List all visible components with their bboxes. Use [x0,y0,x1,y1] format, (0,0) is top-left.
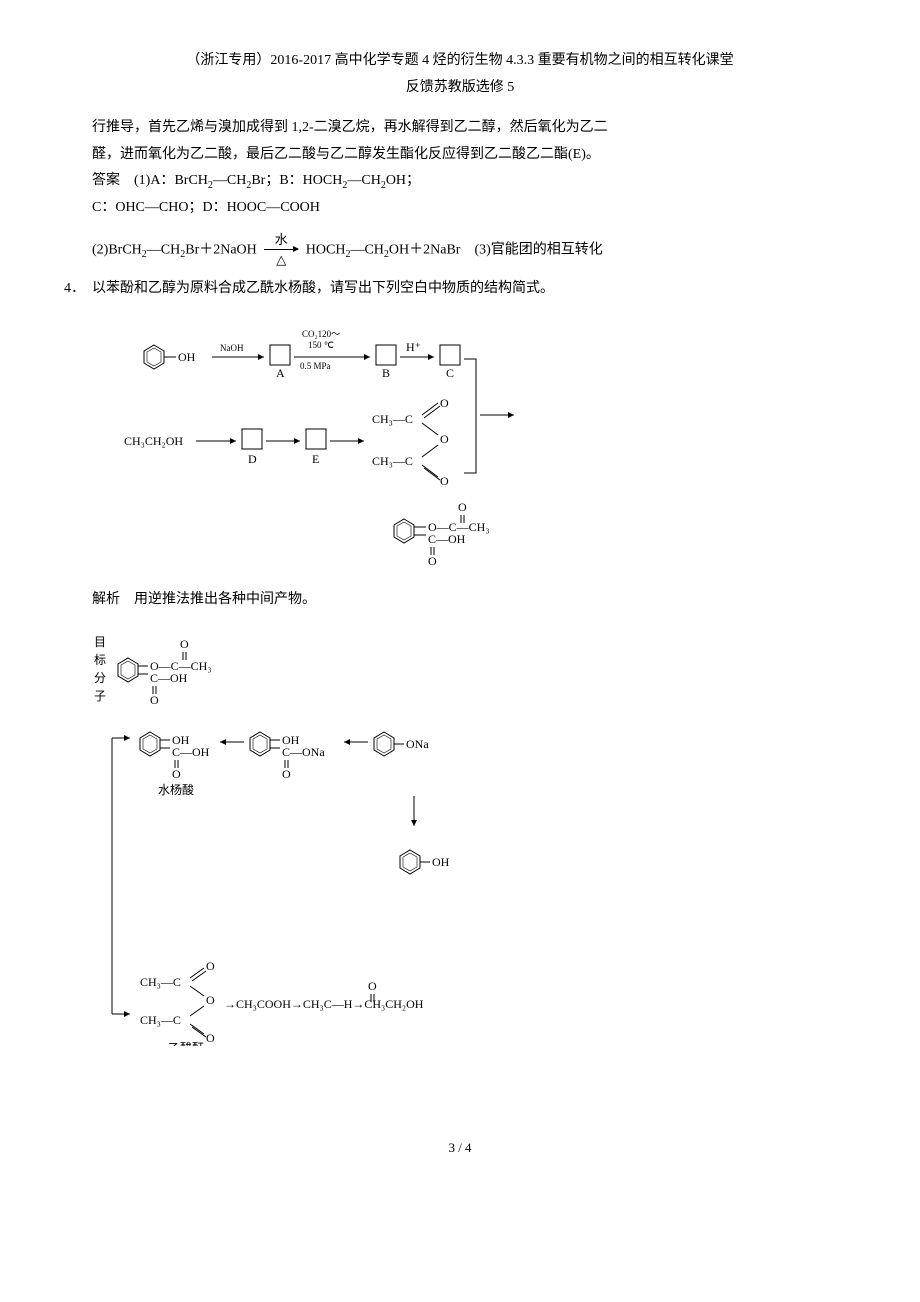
svg-text:CH₃—C: CH₃—C [140,975,181,989]
question-4: 4．以苯酚和乙醇为原料合成乙酰水杨酸，请写出下列空白中物质的结构简式。 [64,276,856,303]
svg-text:OH: OH [178,350,196,364]
svg-text:标: 标 [94,653,106,667]
q4-number: 4． [64,276,92,303]
svg-text:O: O [180,637,189,651]
svg-text:B: B [382,366,390,380]
svg-text:CH₃—C: CH₃—C [372,454,413,468]
reaction-arrow: 水 △ [264,232,298,268]
svg-text:H⁺: H⁺ [406,340,421,354]
svg-text:CO₂120～: CO₂120～ [302,329,340,339]
svg-text:CH₃—C: CH₃—C [372,412,413,426]
arrow-top: 水 [264,232,298,248]
ans-a-2: —CH [213,173,246,188]
synthesis-diagram-1: OH NaOH A CO₂120～ 150 ℃ 0.5 MPa B H⁺ C C… [124,315,856,576]
svg-text:D: D [248,452,257,466]
svg-text:O: O [440,396,449,410]
svg-text:O: O [458,500,467,514]
svg-text:CH₃CH₂OH: CH₃CH₂OH [124,434,183,448]
svg-text:分: 分 [94,671,106,685]
svg-text:OH: OH [432,855,450,869]
svg-text:ONa: ONa [406,737,429,751]
arrow-bot: △ [264,252,298,268]
svg-text:O: O [206,959,215,973]
svg-text:NaOH: NaOH [220,343,244,353]
svg-text:C: C [446,366,454,380]
ans-a-5: OH； [386,173,420,188]
eq2-after2: —CH [350,242,383,257]
svg-text:目: 目 [94,635,106,649]
q4-text: 以苯酚和乙醇为原料合成乙酰水杨酸，请写出下列空白中物质的结构简式。 [92,281,554,296]
eq2-mid2: Br＋2NaOH [185,242,257,257]
svg-text:C—OH: C—OH [428,532,466,546]
header-line-2: 反馈苏教版选修 5 [406,80,515,95]
svg-text:O: O [440,432,449,446]
analysis-label: 解析 用逆推法推出各种中间产物。 [92,587,856,614]
svg-text:O: O [206,993,215,1007]
svg-text:子: 子 [94,689,106,703]
svg-text:O: O [368,979,377,993]
svg-text:乙酸酐: 乙酸酐 [168,1040,204,1046]
svg-text:C—OH: C—OH [172,745,210,759]
page-header: （浙江专用）2016-2017 高中化学专题 4 烃的衍生物 4.3.3 重要有… [64,48,856,101]
svg-text:150 ℃: 150 ℃ [308,340,334,350]
svg-text:A: A [276,366,285,380]
eq2-mid1: —CH [147,242,180,257]
eq2-after1: HOCH [306,242,346,257]
ans-a-4: —CH [347,173,380,188]
eq2-prefix: (2)BrCH [92,242,142,257]
paragraph-1: 行推导，首先乙烯与溴加成得到 1,2-二溴乙烷，再水解得到乙二醇，然后氧化为乙二 [92,115,856,142]
ans-a-3: Br；B：HOCH [251,173,342,188]
equation-2-line: (2)BrCH2—CH2Br＋2NaOH 水 △ HOCH2—CH2OH＋2Na… [92,232,856,268]
svg-text:O: O [206,1031,215,1045]
svg-text:O: O [428,554,437,565]
retrosynthesis-diagram: 目 标 分 子 O O—C—CH₃ C—OH O OH C—OH O 水杨酸 [94,626,856,1057]
svg-text:水杨酸: 水杨酸 [158,782,194,797]
page-footer: 3 / 4 [64,1136,856,1161]
answer-line-1: 答案 (1)A：BrCH2—CH2Br；B：HOCH2—CH2OH； [92,168,856,195]
svg-text:C—OH: C—OH [150,671,188,685]
svg-text:→CH₃COOH→CH₃C—H→CH₃CH₂OH: →CH₃COOH→CH₃C—H→CH₃CH₂OH [224,997,424,1011]
svg-text:O: O [440,474,449,488]
svg-text:O: O [282,767,291,781]
svg-text:CH₃—C: CH₃—C [140,1013,181,1027]
svg-text:E: E [312,452,319,466]
ans-a-1: BrCH [174,173,207,188]
svg-text:C—ONa: C—ONa [282,745,325,759]
svg-text:O: O [150,693,159,707]
answer-label: 答案 (1)A： [92,173,174,188]
svg-text:0.5 MPa: 0.5 MPa [300,361,331,371]
answer-line-c: C：OHC—CHO；D：HOOC—COOH [92,195,856,222]
paragraph-2: 醛，进而氧化为乙二酸，最后乙二酸与乙二醇发生酯化反应得到乙二酸乙二酯(E)。 [92,142,856,169]
eq2-after3: OH＋2NaBr (3)官能团的相互转化 [389,242,603,257]
header-line-1: （浙江专用）2016-2017 高中化学专题 4 烃的衍生物 4.3.3 重要有… [186,53,733,68]
svg-text:O: O [172,767,181,781]
